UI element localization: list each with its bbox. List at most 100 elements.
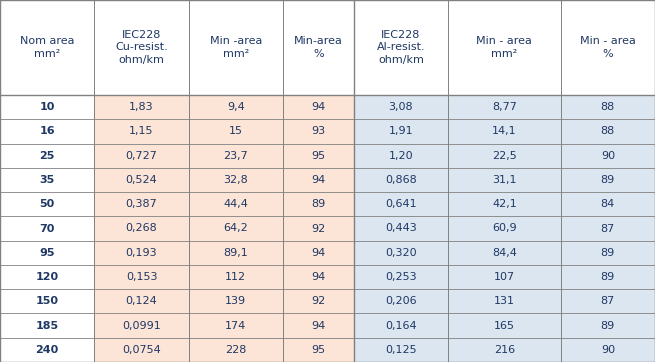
Text: 93: 93 bbox=[311, 126, 326, 136]
Text: 0,320: 0,320 bbox=[385, 248, 417, 258]
Text: 42,1: 42,1 bbox=[492, 199, 517, 209]
Text: 50: 50 bbox=[39, 199, 55, 209]
Bar bbox=[354, 192, 655, 216]
Bar bbox=[354, 241, 655, 265]
Text: 0,868: 0,868 bbox=[385, 175, 417, 185]
Text: 185: 185 bbox=[35, 321, 59, 331]
Text: 94: 94 bbox=[311, 175, 326, 185]
Text: Min - area
mm²: Min - area mm² bbox=[476, 36, 533, 59]
Text: 87: 87 bbox=[601, 296, 615, 306]
Text: 0,253: 0,253 bbox=[385, 272, 417, 282]
Text: Min-area
%: Min-area % bbox=[294, 36, 343, 59]
Text: 14,1: 14,1 bbox=[492, 126, 517, 136]
Text: 0,124: 0,124 bbox=[126, 296, 157, 306]
Text: 0,727: 0,727 bbox=[126, 151, 157, 161]
Bar bbox=[354, 338, 655, 362]
Text: 9,4: 9,4 bbox=[227, 102, 245, 112]
Bar bbox=[354, 144, 655, 168]
Text: 94: 94 bbox=[311, 102, 326, 112]
Text: 70: 70 bbox=[39, 223, 55, 233]
Text: 0,164: 0,164 bbox=[385, 321, 417, 331]
Text: 94: 94 bbox=[311, 272, 326, 282]
Text: 0,193: 0,193 bbox=[126, 248, 157, 258]
Bar bbox=[354, 95, 655, 119]
Text: IEC228
Al-resist.
ohm/km: IEC228 Al-resist. ohm/km bbox=[377, 30, 425, 65]
Text: 90: 90 bbox=[601, 151, 615, 161]
Text: 112: 112 bbox=[225, 272, 246, 282]
Text: 150: 150 bbox=[35, 296, 59, 306]
Bar bbox=[94, 119, 354, 144]
Text: 32,8: 32,8 bbox=[223, 175, 248, 185]
Bar bbox=[94, 338, 354, 362]
Text: 89: 89 bbox=[601, 248, 615, 258]
Text: 84: 84 bbox=[601, 199, 615, 209]
Text: 3,08: 3,08 bbox=[388, 102, 413, 112]
Text: 95: 95 bbox=[311, 345, 326, 355]
Text: 95: 95 bbox=[39, 248, 55, 258]
Bar bbox=[94, 192, 354, 216]
Bar bbox=[354, 313, 655, 338]
Text: 87: 87 bbox=[601, 223, 615, 233]
Text: 95: 95 bbox=[311, 151, 326, 161]
Bar bbox=[354, 289, 655, 313]
Text: 94: 94 bbox=[311, 321, 326, 331]
Text: 0,524: 0,524 bbox=[126, 175, 157, 185]
Text: 228: 228 bbox=[225, 345, 246, 355]
Text: 35: 35 bbox=[39, 175, 55, 185]
Text: 94: 94 bbox=[311, 248, 326, 258]
Text: 1,83: 1,83 bbox=[129, 102, 154, 112]
Text: 31,1: 31,1 bbox=[492, 175, 517, 185]
Bar bbox=[94, 216, 354, 241]
Text: 90: 90 bbox=[601, 345, 615, 355]
Text: 1,15: 1,15 bbox=[129, 126, 154, 136]
Text: 0,443: 0,443 bbox=[385, 223, 417, 233]
Bar bbox=[354, 265, 655, 289]
Text: 25: 25 bbox=[39, 151, 55, 161]
Text: 0,153: 0,153 bbox=[126, 272, 157, 282]
Bar bbox=[94, 313, 354, 338]
Bar bbox=[354, 119, 655, 144]
Bar bbox=[354, 216, 655, 241]
Text: 139: 139 bbox=[225, 296, 246, 306]
Text: 1,91: 1,91 bbox=[388, 126, 413, 136]
Text: 89,1: 89,1 bbox=[223, 248, 248, 258]
Bar bbox=[94, 144, 354, 168]
Text: 0,0991: 0,0991 bbox=[122, 321, 161, 331]
Text: 60,9: 60,9 bbox=[492, 223, 517, 233]
Text: 0,387: 0,387 bbox=[126, 199, 157, 209]
Text: 84,4: 84,4 bbox=[492, 248, 517, 258]
Text: 0,0754: 0,0754 bbox=[122, 345, 161, 355]
Text: 15: 15 bbox=[229, 126, 243, 136]
Text: 216: 216 bbox=[494, 345, 515, 355]
Text: 88: 88 bbox=[601, 102, 615, 112]
Text: 10: 10 bbox=[39, 102, 55, 112]
Text: 0,641: 0,641 bbox=[385, 199, 417, 209]
Text: 44,4: 44,4 bbox=[223, 199, 248, 209]
Text: 89: 89 bbox=[311, 199, 326, 209]
Text: Min - area
%: Min - area % bbox=[580, 36, 636, 59]
Text: 22,5: 22,5 bbox=[492, 151, 517, 161]
Text: 89: 89 bbox=[601, 272, 615, 282]
Bar bbox=[94, 289, 354, 313]
Text: 174: 174 bbox=[225, 321, 246, 331]
Bar bbox=[94, 241, 354, 265]
Text: 8,77: 8,77 bbox=[492, 102, 517, 112]
Text: 131: 131 bbox=[494, 296, 515, 306]
Text: 89: 89 bbox=[601, 321, 615, 331]
Text: 240: 240 bbox=[35, 345, 59, 355]
Bar bbox=[94, 95, 354, 119]
Text: 89: 89 bbox=[601, 175, 615, 185]
Text: 120: 120 bbox=[35, 272, 59, 282]
Text: Nom area
mm²: Nom area mm² bbox=[20, 36, 75, 59]
Bar bbox=[94, 168, 354, 192]
Text: 16: 16 bbox=[39, 126, 55, 136]
Text: IEC228
Cu-resist.
ohm/km: IEC228 Cu-resist. ohm/km bbox=[115, 30, 168, 65]
Text: 23,7: 23,7 bbox=[223, 151, 248, 161]
Text: 92: 92 bbox=[311, 296, 326, 306]
Text: 165: 165 bbox=[494, 321, 515, 331]
Text: 92: 92 bbox=[311, 223, 326, 233]
Text: 107: 107 bbox=[494, 272, 515, 282]
Text: 1,20: 1,20 bbox=[388, 151, 413, 161]
Bar bbox=[354, 168, 655, 192]
Text: 0,125: 0,125 bbox=[385, 345, 417, 355]
